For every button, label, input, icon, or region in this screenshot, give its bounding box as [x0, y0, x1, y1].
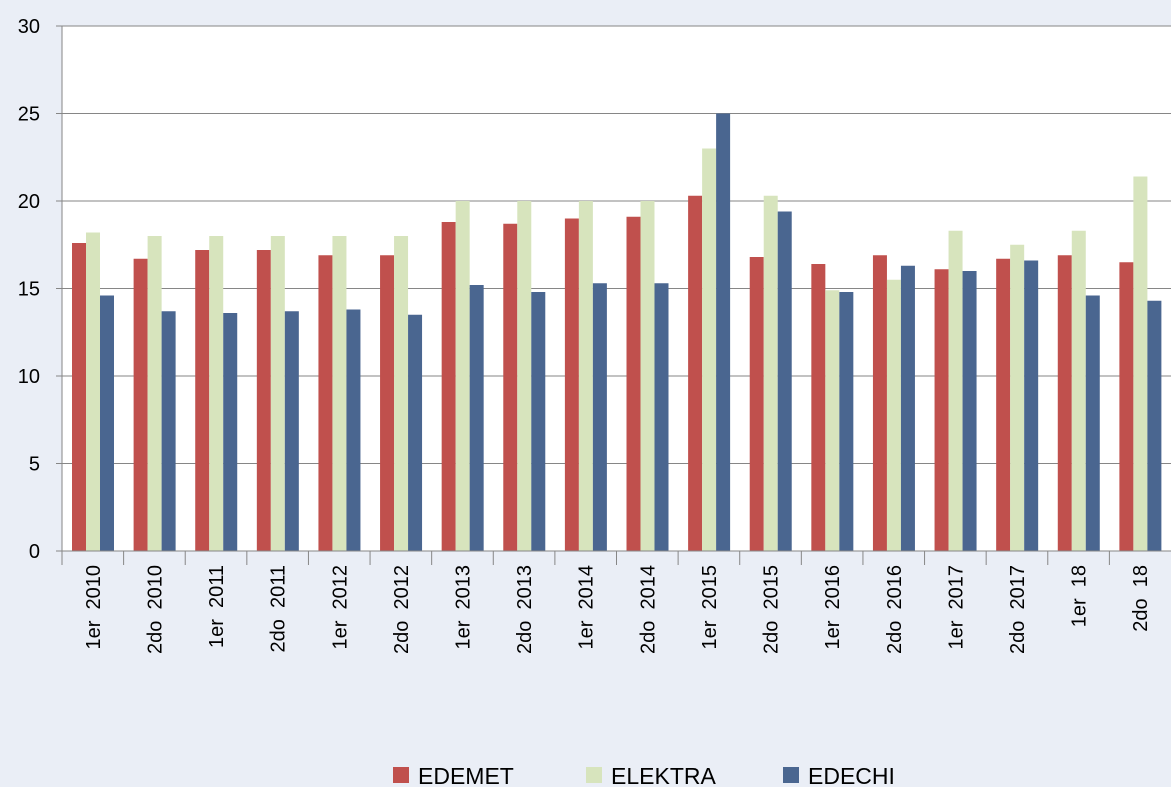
legend-swatch — [586, 767, 602, 783]
x-tick-label: 2do 2011 — [268, 565, 290, 653]
bar — [195, 250, 210, 551]
x-tick-label: 1er 2016 — [822, 565, 844, 650]
legend-label: EDEMET — [418, 763, 514, 787]
bar — [503, 223, 518, 551]
bar — [825, 290, 840, 551]
x-tick-label: 2do 2016 — [884, 565, 906, 654]
bar — [948, 230, 963, 551]
x-tick-label: 2do 2014 — [637, 565, 659, 654]
bar — [408, 314, 423, 551]
y-tick-label: 10 — [18, 366, 40, 388]
x-tick-label: 2do 2012 — [391, 565, 413, 654]
bar — [394, 236, 409, 551]
bar — [332, 236, 347, 551]
bar — [564, 218, 579, 551]
bar — [702, 148, 717, 551]
legend-swatch — [783, 767, 799, 783]
bar — [592, 283, 607, 551]
bar — [626, 216, 641, 551]
bar — [654, 283, 669, 551]
bar — [716, 113, 731, 551]
x-tick-label: 1er 2011 — [206, 565, 228, 648]
bar — [811, 264, 826, 551]
bar — [1024, 260, 1039, 551]
bar — [749, 257, 764, 551]
bar — [763, 195, 778, 551]
bar — [839, 292, 854, 551]
x-tick-label: 1er 2014 — [576, 565, 598, 650]
bar — [133, 258, 148, 551]
bar — [72, 243, 86, 551]
bar — [161, 311, 176, 551]
bar — [223, 313, 238, 551]
bar — [996, 258, 1011, 551]
bar — [934, 269, 949, 551]
x-tick-label: 1er 2017 — [945, 565, 967, 650]
bar — [1071, 230, 1086, 551]
y-tick-label: 0 — [29, 541, 40, 563]
bar — [517, 201, 532, 551]
y-tick-label: 30 — [18, 16, 40, 38]
legend-label: ELEKTRA — [611, 763, 716, 787]
bar — [1119, 262, 1134, 551]
bar — [455, 201, 470, 551]
x-tick-label: 2do 2010 — [144, 565, 166, 654]
bar — [872, 255, 887, 551]
bar — [1147, 300, 1162, 551]
x-tick-label: 1er 2010 — [83, 565, 105, 650]
bar — [886, 279, 901, 551]
x-tick-label: 1er 2015 — [699, 565, 721, 650]
x-tick-label: 2do 2015 — [761, 565, 783, 654]
y-tick-label: 15 — [18, 279, 40, 301]
x-tick-label: 2do 2017 — [1007, 565, 1029, 654]
y-tick-label: 5 — [29, 454, 40, 476]
bar — [469, 285, 484, 551]
y-tick-label: 25 — [18, 104, 40, 126]
bar — [1010, 244, 1025, 551]
legend-swatch — [393, 767, 409, 783]
bar — [284, 311, 299, 551]
y-tick-label: 20 — [18, 191, 40, 213]
bar — [270, 236, 285, 551]
bar — [777, 211, 792, 551]
bar — [1085, 295, 1100, 551]
bar — [318, 255, 333, 551]
bar — [578, 201, 593, 551]
bar — [441, 222, 456, 551]
bar — [86, 232, 100, 551]
bar — [900, 265, 915, 551]
bar — [962, 271, 977, 551]
bar — [256, 250, 271, 551]
bar — [531, 292, 546, 551]
bar — [1057, 255, 1072, 551]
legend-label: EDECHI — [808, 763, 895, 787]
bar — [346, 309, 361, 551]
bar — [147, 236, 162, 551]
x-tick-label: 2do 2013 — [514, 565, 536, 654]
bar — [688, 195, 703, 551]
bar — [380, 255, 395, 551]
x-tick-label: 2do 18 — [1130, 565, 1152, 632]
bar — [640, 201, 655, 551]
bar — [1133, 176, 1148, 551]
bar — [100, 295, 114, 551]
x-tick-label: 1er 2013 — [452, 565, 474, 650]
x-tick-label: 1er 18 — [1069, 565, 1091, 627]
x-tick-label: 1er 2012 — [329, 565, 351, 650]
bar — [209, 236, 224, 551]
